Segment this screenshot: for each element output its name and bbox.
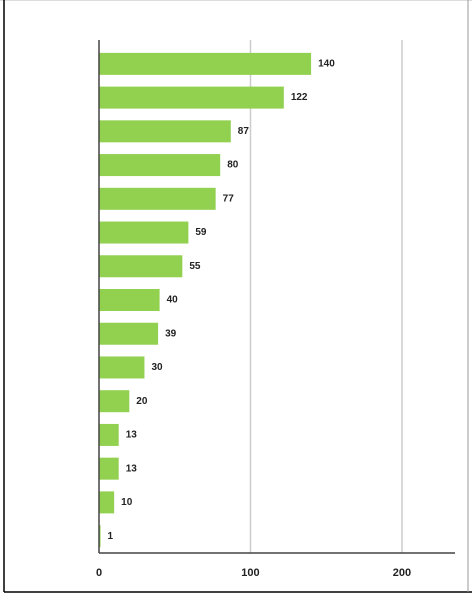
bar bbox=[99, 390, 130, 413]
bar bbox=[99, 154, 221, 177]
bar bbox=[99, 525, 101, 548]
data-label: 20 bbox=[136, 396, 148, 407]
bar bbox=[99, 423, 119, 446]
data-label: 10 bbox=[121, 497, 133, 508]
data-label: 140 bbox=[318, 59, 335, 70]
data-label: 13 bbox=[126, 430, 138, 441]
x-tick-label: 0 bbox=[96, 567, 102, 579]
data-label: 1 bbox=[108, 531, 114, 542]
bar bbox=[99, 221, 189, 244]
bar bbox=[99, 322, 159, 345]
bar bbox=[99, 86, 284, 109]
data-label: 80 bbox=[227, 160, 239, 171]
bar bbox=[99, 289, 160, 311]
data-label: 13 bbox=[126, 463, 138, 474]
bar bbox=[99, 457, 119, 480]
data-label: 77 bbox=[223, 193, 235, 204]
data-label: 59 bbox=[195, 227, 207, 238]
bar bbox=[99, 491, 115, 514]
bar bbox=[99, 356, 145, 379]
data-label: 40 bbox=[167, 295, 179, 306]
x-tick-label: 100 bbox=[241, 567, 259, 579]
bar bbox=[99, 255, 183, 278]
bar bbox=[99, 52, 312, 75]
data-label: 30 bbox=[151, 362, 163, 373]
data-label: 87 bbox=[238, 126, 250, 137]
data-label: 55 bbox=[189, 261, 201, 272]
bar bbox=[99, 120, 231, 143]
data-label: 122 bbox=[291, 92, 308, 103]
x-tick-label: 200 bbox=[393, 567, 411, 579]
data-label: 39 bbox=[165, 328, 177, 339]
bar bbox=[99, 187, 216, 210]
